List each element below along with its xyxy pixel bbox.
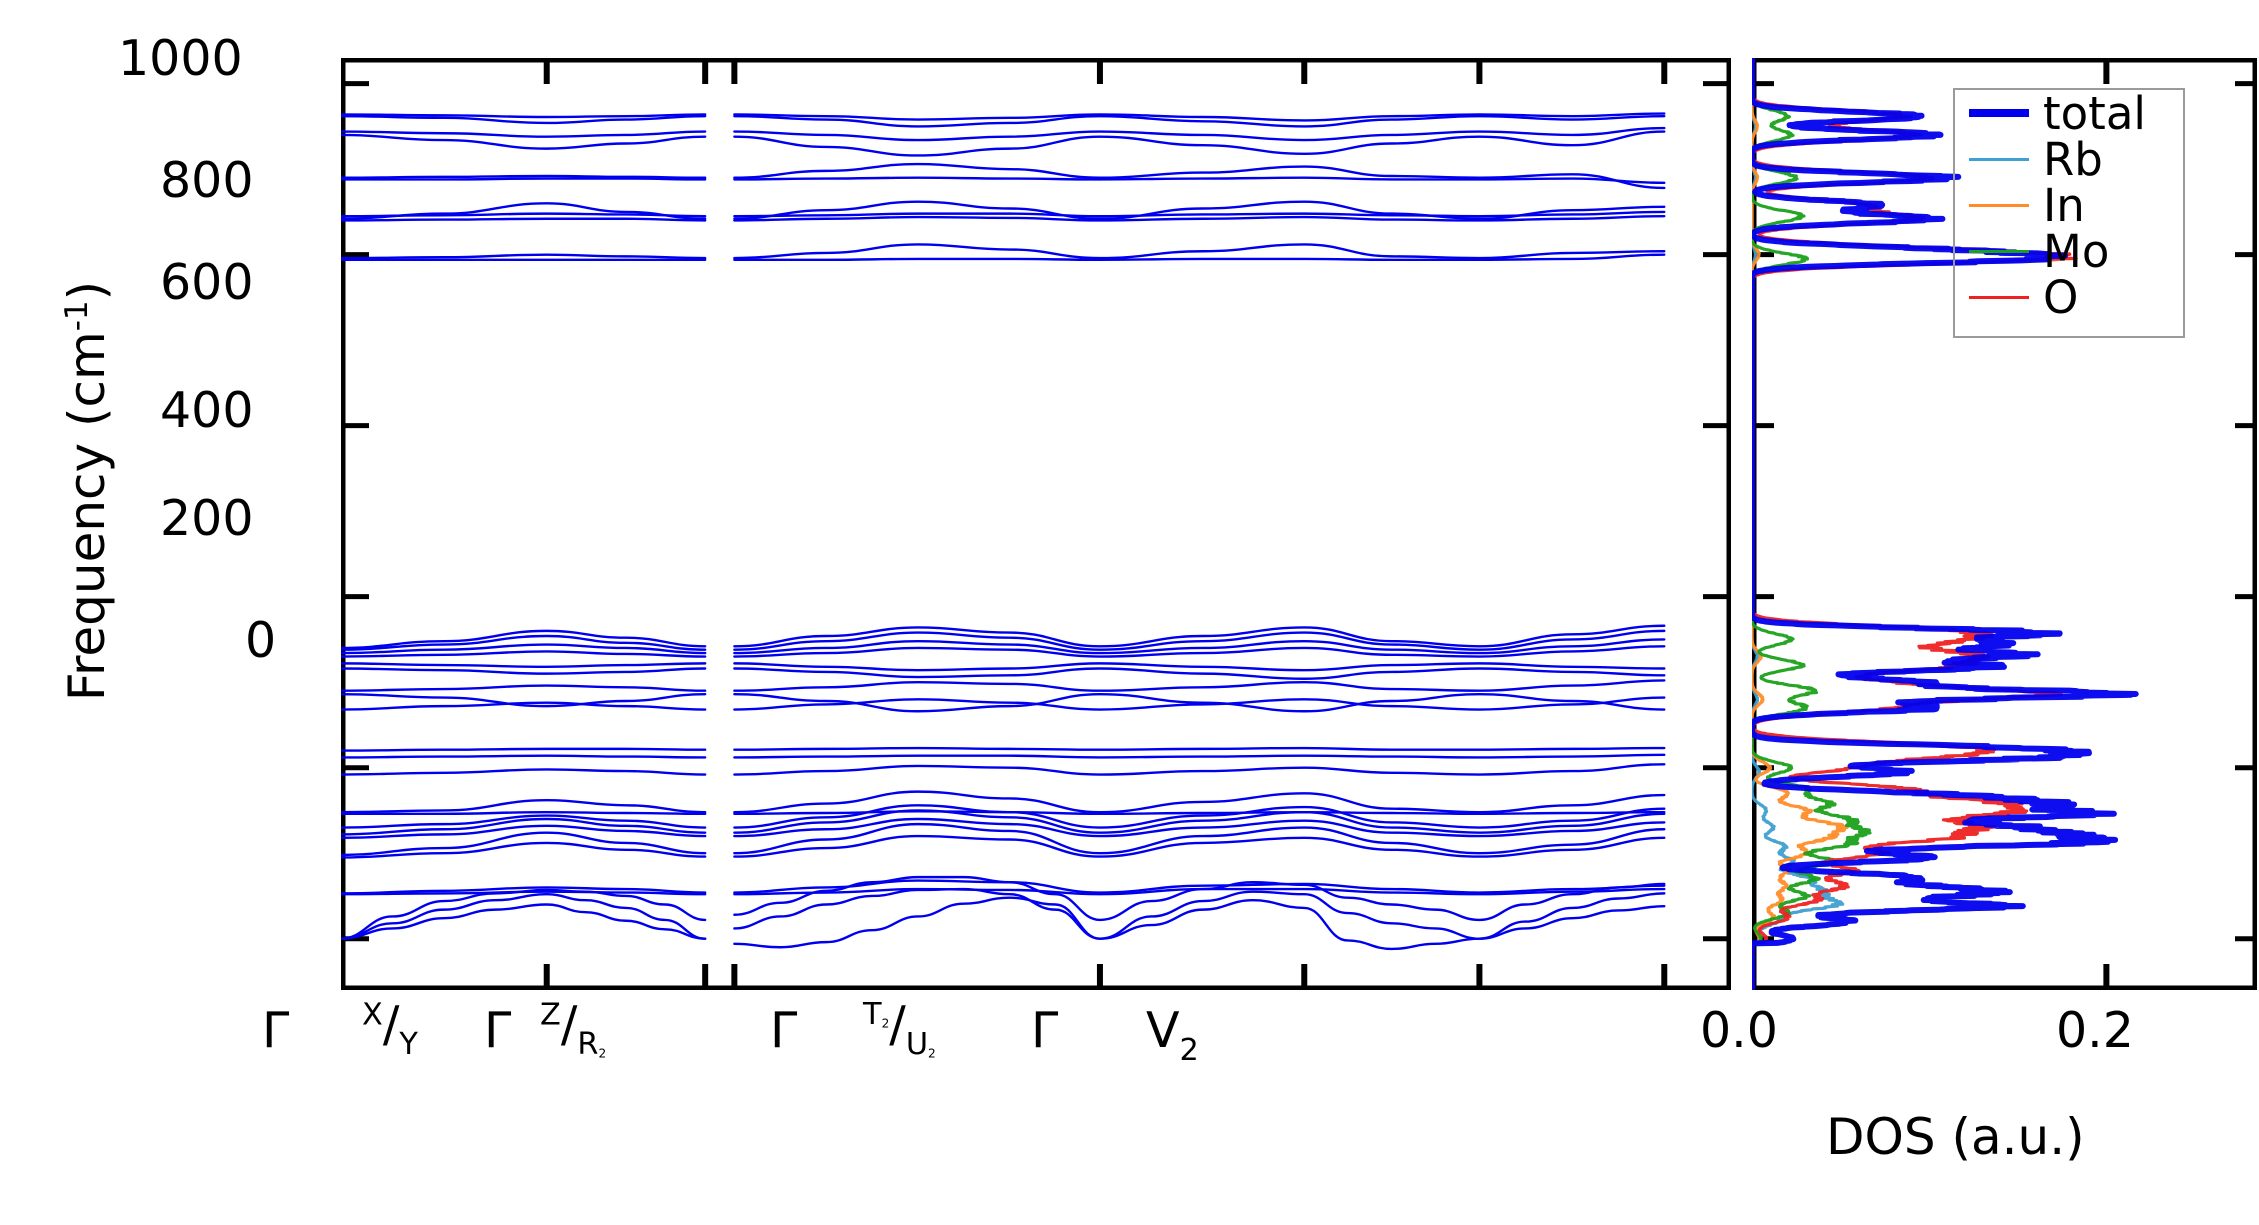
legend: total Rb In Mo O <box>1953 88 2185 338</box>
legend-entry-in: In <box>1955 182 2183 228</box>
legend-label-mo: Mo <box>2043 224 2110 278</box>
ktick-X-over-Y: X/Y <box>362 996 418 1062</box>
ktick-T2-over-U2: T2/U2 <box>863 996 936 1062</box>
legend-entry-total: total <box>1955 90 2183 136</box>
ktick-gamma-4: Γ <box>1031 1002 1059 1059</box>
legend-label-in: In <box>2043 178 2085 232</box>
y-axis-title-exponent: -1 <box>58 300 95 332</box>
ytick-1000: 1000 <box>118 30 243 87</box>
dos-axis-title: DOS (a.u.) <box>1826 1108 2085 1166</box>
legend-swatch-mo <box>1969 249 2029 253</box>
legend-label-total: total <box>2043 86 2146 140</box>
ktick-Z-over-R2: Z/R2 <box>540 996 607 1062</box>
legend-entry-o: O <box>1955 274 2183 320</box>
y-axis-title: Frequency (cm-1) <box>58 171 118 811</box>
dostick-0-2: 0.2 <box>2056 1002 2134 1059</box>
y-axis-title-tail: ) <box>58 280 116 301</box>
ytick-200: 200 <box>160 490 254 547</box>
ktick-gamma-1: Γ <box>262 1002 290 1059</box>
legend-swatch-total <box>1969 109 2029 117</box>
ytick-0: 0 <box>245 612 277 669</box>
ktick-V2: V2 <box>1146 1002 1199 1068</box>
ytick-600: 600 <box>160 254 254 311</box>
legend-swatch-o <box>1969 295 2029 299</box>
legend-label-o: O <box>2043 270 2079 324</box>
legend-entry-mo: Mo <box>1955 228 2183 274</box>
legend-swatch-rb <box>1969 157 2029 161</box>
ktick-gamma-3: Γ <box>770 1002 798 1059</box>
band-structure-plot <box>341 58 1731 990</box>
dos-plot <box>1752 58 2257 990</box>
ytick-800: 800 <box>160 152 254 209</box>
legend-swatch-in <box>1969 203 2029 207</box>
dostick-0-0: 0.0 <box>1700 1002 1778 1059</box>
ktick-gamma-2: Γ <box>484 1002 512 1059</box>
legend-entry-rb: Rb <box>1955 136 2183 182</box>
legend-label-rb: Rb <box>2043 132 2103 186</box>
y-axis-title-text: Frequency (cm <box>58 331 116 702</box>
ytick-400: 400 <box>160 382 254 439</box>
